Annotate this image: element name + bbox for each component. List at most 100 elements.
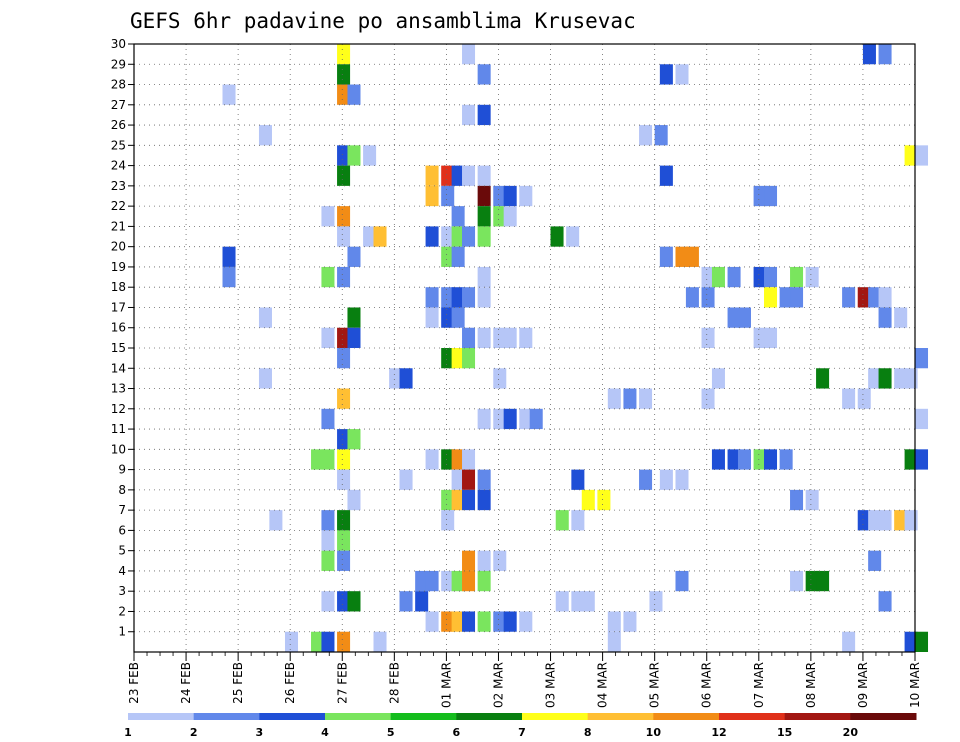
heatmap-cell: [441, 510, 455, 531]
heatmap-cell: [441, 449, 455, 470]
heatmap-cell: [321, 591, 335, 612]
heatmap-cell: [347, 84, 361, 105]
heatmap-cell: [425, 449, 439, 470]
y-tick-label: 24: [111, 159, 126, 173]
heatmap-cell: [878, 44, 892, 65]
heatmap-cell: [337, 84, 351, 105]
heatmap-cell: [337, 44, 351, 65]
heatmap-cell: [337, 206, 351, 227]
heatmap-cell: [915, 348, 929, 369]
heatmap-cell: [790, 570, 804, 592]
heatmap-cell: [451, 206, 465, 227]
heatmap-cell: [258, 368, 272, 389]
colorbar-label: 8: [584, 726, 592, 739]
colorbar-label: 20: [843, 726, 859, 739]
heatmap-cell: [581, 489, 595, 511]
heatmap-cell: [462, 44, 476, 65]
heatmap-cell: [373, 226, 387, 247]
heatmap-cell: [311, 631, 325, 652]
colorbar-label: 6: [453, 726, 461, 739]
colorbar-label: 10: [646, 726, 662, 739]
heatmap-cell: [337, 449, 351, 470]
heatmap-cell: [805, 570, 819, 592]
heatmap-cell: [727, 449, 741, 470]
heatmap-cell: [675, 469, 689, 490]
heatmap-cell: [701, 287, 715, 308]
colorbar-segment: [653, 713, 720, 720]
y-tick-label: 2: [118, 604, 126, 618]
y-tick-label: 14: [111, 361, 126, 375]
y-tick-label: 27: [111, 98, 126, 112]
heatmap-cell: [623, 388, 637, 409]
colorbar-label: 4: [321, 726, 329, 739]
heatmap-cell: [347, 489, 361, 511]
heatmap-cell: [503, 408, 517, 430]
heatmap-cell: [337, 64, 351, 85]
heatmap-cell: [477, 489, 491, 511]
heatmap-cell: [222, 84, 236, 105]
x-tick-label: 02 MAR: [491, 662, 505, 708]
heatmap-cell: [764, 185, 778, 207]
y-tick-label: 11: [111, 422, 126, 436]
y-tick-label: 8: [118, 483, 126, 497]
heatmap-cell: [222, 246, 236, 267]
heatmap-cell: [462, 570, 476, 592]
heatmap-cell: [425, 226, 439, 247]
x-tick-label: 25 FEB: [231, 662, 245, 704]
heatmap-cell: [904, 368, 918, 389]
y-tick-label: 19: [111, 260, 126, 274]
heatmap-cell: [737, 307, 751, 328]
heatmap-cell: [347, 327, 361, 348]
heatmap-cell: [503, 327, 517, 348]
heatmap-cell: [425, 287, 439, 308]
heatmap-cell: [816, 368, 830, 389]
heatmap-cell: [868, 510, 882, 531]
chart-title: GEFS 6hr padavine po ansamblima Krusevac: [130, 9, 636, 33]
heatmap-cell: [493, 368, 507, 389]
heatmap-cell: [581, 591, 595, 612]
heatmap-cell: [571, 591, 585, 612]
heatmap-cell: [321, 266, 335, 288]
heatmap-cell: [727, 307, 741, 328]
colorbar-segment: [784, 713, 851, 720]
heatmap-cell: [222, 266, 236, 288]
heatmap-cell: [701, 266, 715, 288]
heatmap-cell: [399, 591, 413, 612]
heatmap-cell: [915, 408, 929, 430]
heatmap-cell: [878, 307, 892, 328]
y-tick-label: 4: [118, 564, 126, 578]
heatmap-cell: [269, 510, 283, 531]
x-tick-label: 04 MAR: [596, 662, 610, 708]
heatmap-cell: [451, 165, 465, 186]
heatmap-cell: [816, 570, 830, 592]
heatmap-cell: [790, 266, 804, 288]
heatmap-cell: [685, 287, 699, 308]
heatmap-cell: [477, 185, 491, 207]
y-tick-label: 17: [111, 300, 126, 314]
y-tick-label: 21: [111, 219, 126, 233]
heatmap-cell: [441, 287, 455, 308]
heatmap-cell: [878, 287, 892, 308]
heatmap-cell: [779, 449, 793, 470]
heatmap-cell: [675, 570, 689, 592]
heatmap-cell: [904, 449, 918, 470]
colorbar-label: 3: [256, 726, 264, 739]
y-tick-label: 22: [111, 199, 126, 213]
heatmap-cell: [659, 165, 673, 186]
heatmap-cell: [321, 550, 335, 571]
heatmap-cell: [337, 469, 351, 490]
heatmap-cell: [659, 246, 673, 267]
heatmap-cell: [597, 489, 611, 511]
heatmap-cell: [493, 550, 507, 571]
heatmap-cell: [566, 226, 580, 247]
heatmap-cell: [451, 489, 465, 511]
heatmap-cell: [790, 287, 804, 308]
heatmap-cell: [347, 246, 361, 267]
y-tick-label: 5: [118, 544, 126, 558]
heatmap-cell: [753, 327, 767, 348]
colorbar-segment: [587, 713, 654, 720]
colorbar-segment: [850, 713, 917, 720]
heatmap-cell: [555, 510, 569, 531]
heatmap-cell: [451, 307, 465, 328]
heatmap-cell: [451, 469, 465, 490]
